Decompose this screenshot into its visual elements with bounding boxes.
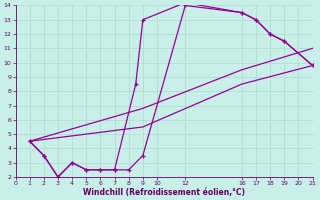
X-axis label: Windchill (Refroidissement éolien,°C): Windchill (Refroidissement éolien,°C) <box>83 188 245 197</box>
